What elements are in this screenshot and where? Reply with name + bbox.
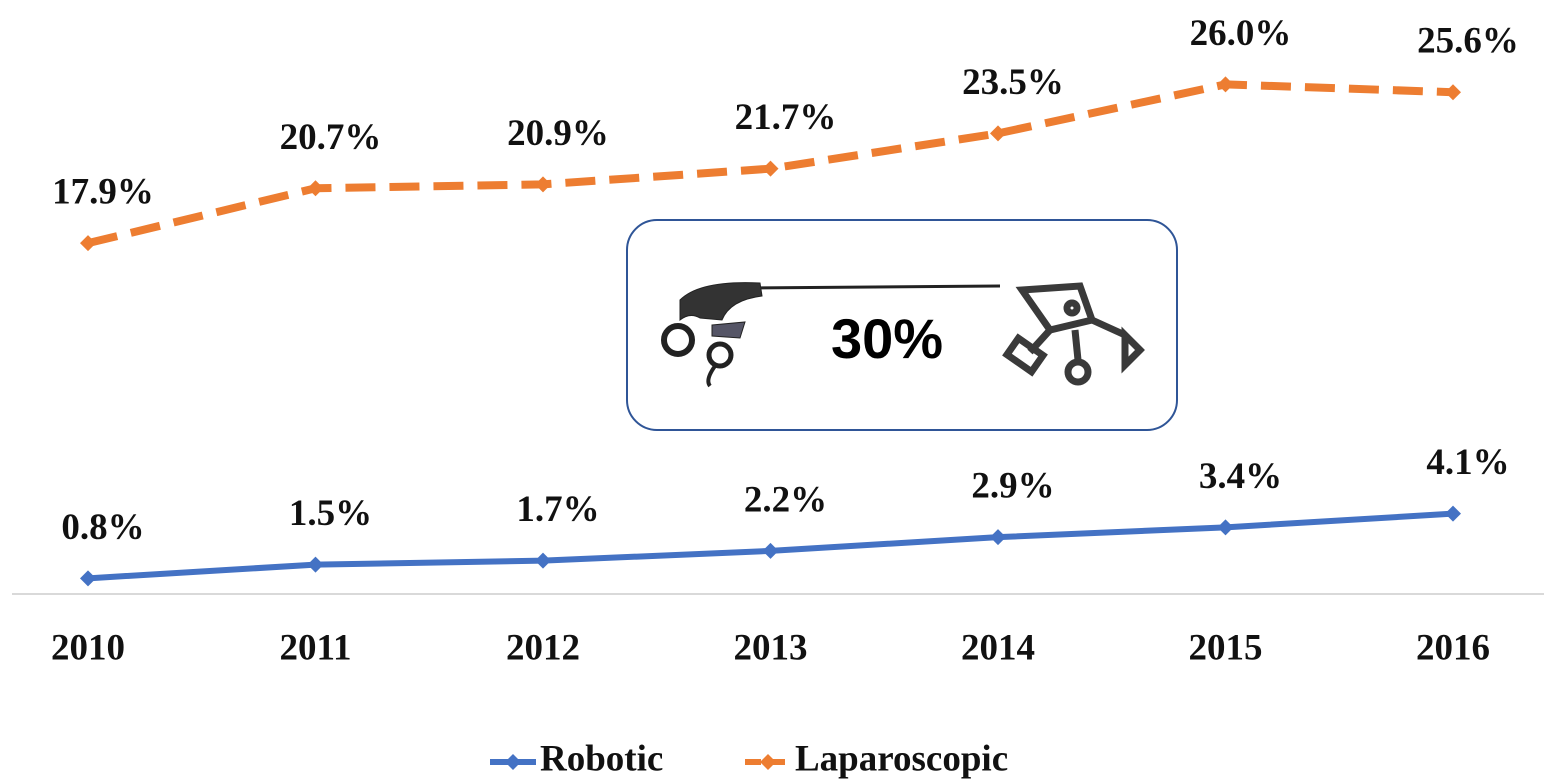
data-label: 20.7%: [280, 117, 382, 158]
marker: [1445, 84, 1461, 101]
marker: [762, 542, 779, 559]
annotation: 30%: [831, 307, 943, 370]
legend-label: Robotic: [540, 738, 663, 779]
x-tick-label: 2012: [506, 627, 580, 668]
inset-box: [626, 219, 1178, 431]
marker: [1445, 505, 1461, 522]
legend-marker: [505, 754, 521, 770]
laparoscope-icon: [661, 282, 1001, 388]
data-label: 2.2%: [744, 479, 827, 520]
data-label: 3.4%: [1199, 456, 1282, 497]
data-label: 26.0%: [1190, 13, 1292, 54]
marker: [535, 176, 551, 193]
legend-marker: [760, 754, 776, 770]
data-label: 2.9%: [971, 466, 1054, 507]
marker: [307, 180, 324, 197]
x-tick-label: 2010: [51, 627, 125, 668]
legend-label: Laparoscopic: [795, 738, 1008, 779]
marker: [762, 160, 779, 177]
data-label: 21.7%: [735, 97, 837, 138]
x-tick-label: 2016: [1416, 627, 1490, 668]
inset: 30%: [626, 219, 1178, 431]
marker: [990, 125, 1006, 142]
data-label: 1.7%: [516, 489, 599, 530]
robot-icon: [1002, 282, 1145, 386]
marker: [1217, 76, 1234, 93]
marker: [990, 529, 1006, 546]
marker: [80, 570, 96, 587]
x-tick-label: 2011: [280, 627, 352, 668]
data-label: 0.8%: [61, 507, 144, 548]
data-label: 20.9%: [507, 113, 609, 154]
series: 17.9% 20.7% 20.9% 21.7% 23.5% 26.0% 25.6%: [52, 13, 1519, 252]
data-label: 23.5%: [962, 62, 1064, 103]
data-label: 1.5%: [289, 493, 372, 534]
marker: [307, 556, 324, 573]
marker: [80, 235, 96, 252]
data-label: 4.1%: [1426, 442, 1509, 483]
data-label: 25.6%: [1417, 21, 1519, 62]
series: 0.8% 1.5% 1.7% 2.2% 2.9% 3.4% 4.1%: [61, 442, 1510, 587]
x-tick-label: 2013: [734, 627, 808, 668]
marker: [1217, 519, 1234, 536]
marker: [535, 552, 551, 569]
x-tick-label: 2014: [961, 627, 1035, 668]
x-tick-label: 2015: [1189, 627, 1263, 668]
data-label: 17.9%: [52, 172, 154, 213]
